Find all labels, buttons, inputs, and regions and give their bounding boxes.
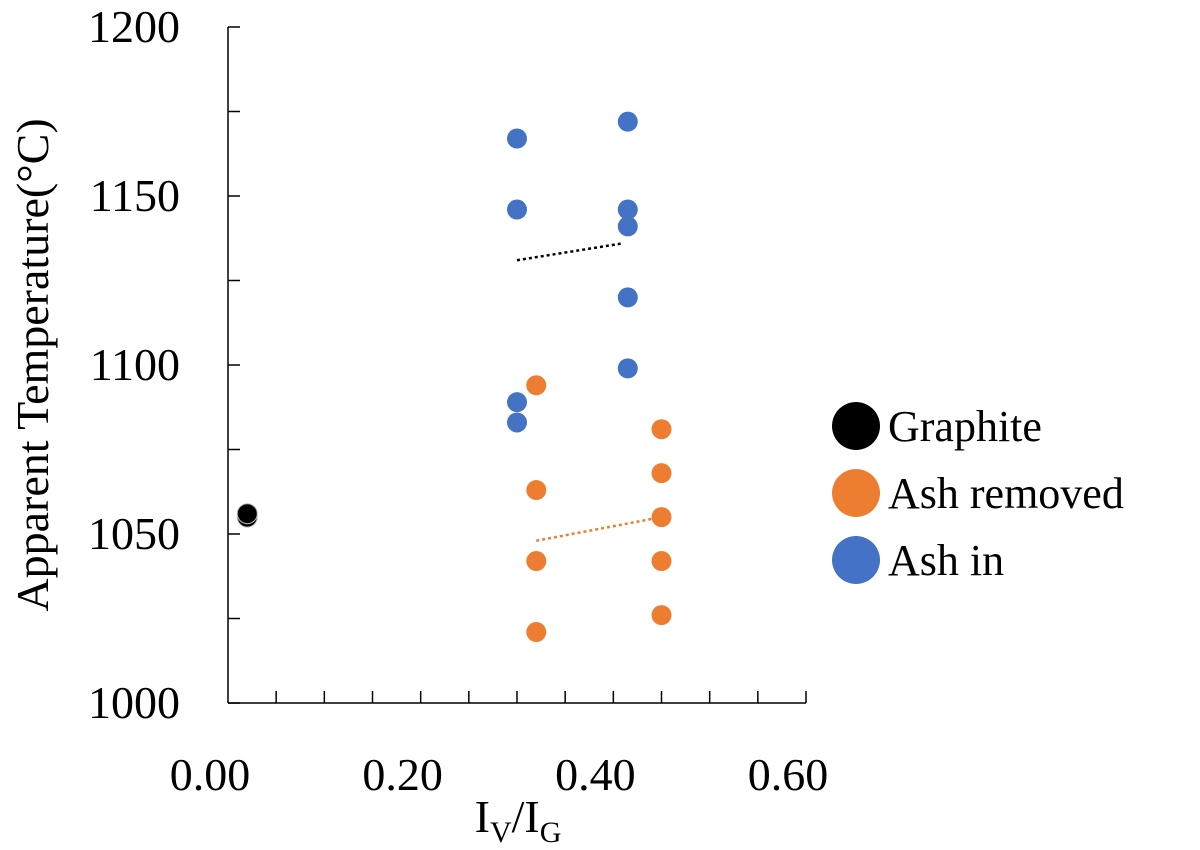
data-point-ash-in <box>507 128 527 149</box>
data-point-ash-in <box>507 199 527 220</box>
legend-label-ash-in: Ash in <box>888 536 1004 585</box>
data-point-ash-in <box>507 392 527 413</box>
data-points <box>236 111 672 643</box>
data-point-ash-removed <box>526 375 547 396</box>
data-point-ash-in <box>617 358 638 379</box>
x-axis-title: IV/IG <box>475 791 562 849</box>
data-point-ash-removed <box>651 605 672 626</box>
data-point-ash-in <box>617 216 638 237</box>
x-tick-label: 0.40 <box>555 749 636 800</box>
trendline-ash-removed <box>536 515 662 542</box>
data-point-ash-removed <box>651 419 672 440</box>
data-point-ash-removed <box>651 507 672 528</box>
data-point-ash-removed <box>526 622 547 643</box>
legend-label-graphite: Graphite <box>888 402 1042 451</box>
legend-label-ash-removed: Ash removed <box>888 469 1124 518</box>
data-point-ash-in <box>507 412 527 433</box>
data-point-graphite <box>236 503 258 525</box>
x-axis-title-base2: I <box>524 791 539 842</box>
x-axis-title-sub2: G <box>540 816 562 849</box>
trendline-ash-in <box>516 242 624 262</box>
data-point-ash-in <box>617 111 638 132</box>
data-point-ash-removed <box>651 463 672 484</box>
x-tick-label: 0.60 <box>748 749 829 800</box>
y-tick-label: 1150 <box>90 170 180 221</box>
data-point-ash-removed <box>651 551 672 572</box>
data-point-ash-removed <box>526 480 547 501</box>
axes: 1000 1050 1100 1150 1200 0.00 0.20 0.40 0.60 <box>88 1 828 800</box>
x-axis-title-slash: / <box>512 791 525 842</box>
x-axis-title-sub1: V <box>490 816 512 849</box>
data-point-ash-removed <box>526 551 547 572</box>
legend: Graphite Ash removed Ash in <box>832 402 1124 585</box>
x-axis-title-base1: I <box>475 791 490 842</box>
x-tick-label: 0.20 <box>362 749 443 800</box>
legend-marker-ash-removed <box>832 469 880 517</box>
y-axis-title: Apparent Temperature(°C) <box>7 118 58 611</box>
data-point-ash-in <box>617 199 638 220</box>
x-tick-label: 0.00 <box>170 749 251 800</box>
y-tick-label: 1050 <box>88 508 180 559</box>
y-tick-label: 1200 <box>88 1 180 52</box>
legend-marker-graphite <box>832 402 880 450</box>
y-tick-label: 1000 <box>88 677 180 728</box>
y-tick-label: 1100 <box>90 339 180 390</box>
data-point-ash-in <box>617 287 638 308</box>
legend-marker-ash-in <box>832 536 880 584</box>
